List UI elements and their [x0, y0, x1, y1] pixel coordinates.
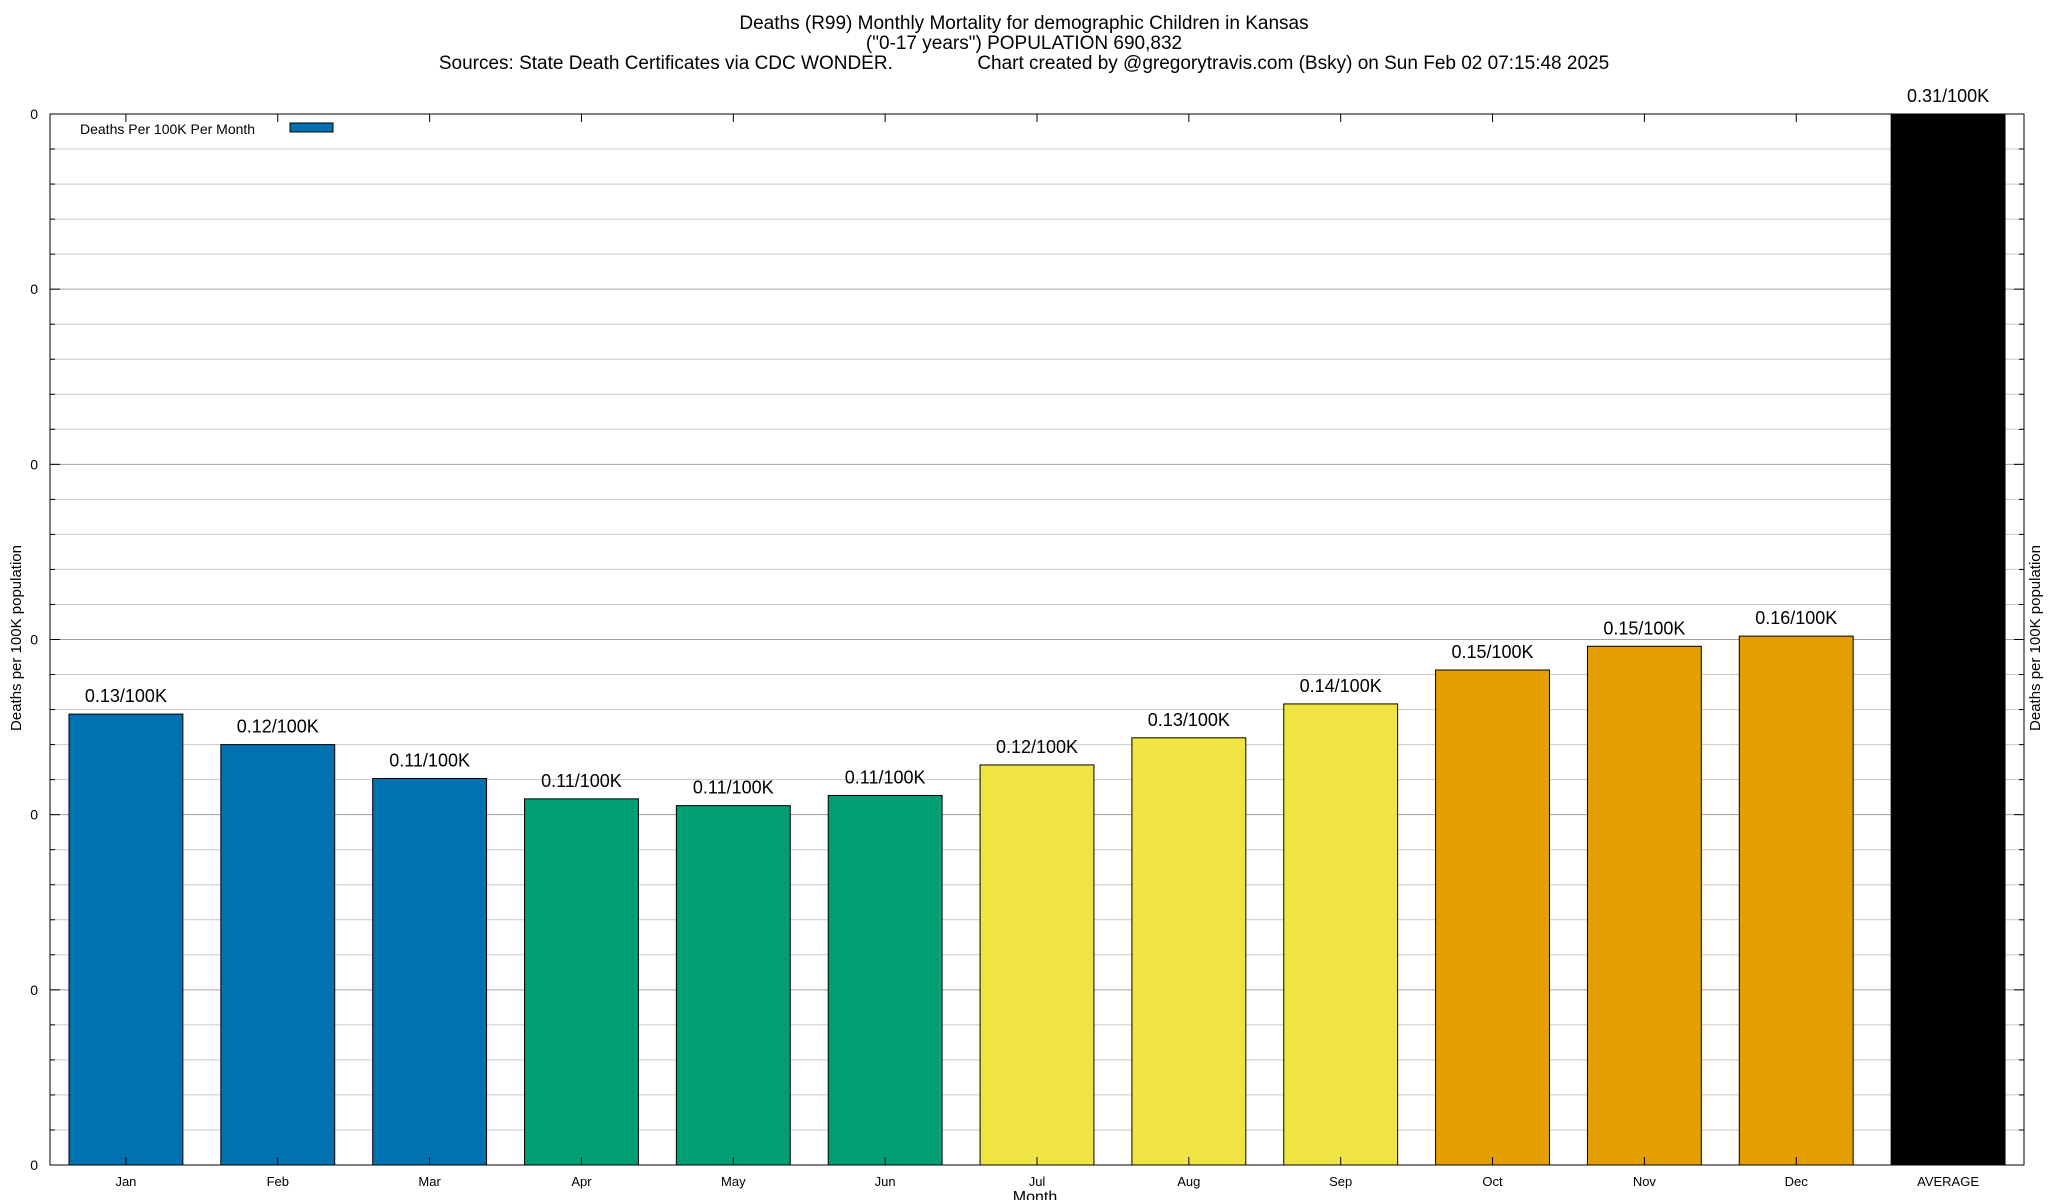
bar-average	[1890, 113, 2006, 1166]
y-tick-label: 0	[30, 1157, 38, 1173]
bars-layer	[68, 113, 2006, 1166]
plot-border	[49, 113, 2025, 1166]
legend-swatch	[289, 122, 334, 133]
x-tick-label: Sep	[1329, 1174, 1352, 1189]
y-tick-label: 0	[30, 456, 38, 472]
data-label: 0.16/100K	[1755, 608, 1837, 628]
legend: Deaths Per 100K Per Month	[80, 121, 334, 137]
bar-sep	[1283, 703, 1399, 1166]
bar-aug	[1131, 737, 1247, 1166]
y-tick-label: 0	[30, 807, 38, 823]
bar-jan	[68, 713, 184, 1166]
bar-mar	[372, 778, 488, 1166]
chart-title-line-1: Deaths (R99) Monthly Mortality for demog…	[739, 13, 1309, 34]
data-label: 0.11/100K	[693, 778, 774, 798]
x-tick-label: May	[721, 1174, 746, 1189]
x-tick-label: Jan	[115, 1174, 136, 1189]
y-axis-label-right: Deaths per 100K population	[2027, 545, 2044, 731]
data-label: 0.11/100K	[845, 767, 926, 787]
data-label: 0.14/100K	[1300, 676, 1382, 696]
x-tick-label: Apr	[571, 1174, 592, 1189]
x-tick-label: Oct	[1482, 1174, 1503, 1189]
data-label: 0.11/100K	[389, 751, 470, 771]
x-tick-label: Mar	[418, 1174, 441, 1189]
bar-jun	[827, 794, 943, 1166]
bar-may	[675, 805, 791, 1166]
bar-nov	[1586, 645, 1702, 1166]
data-label: 0.13/100K	[1148, 710, 1230, 730]
y-tick-label: 0	[30, 982, 38, 998]
axes-layer: 0 0 0 0 0 0 0 Jan Feb Mar Apr May Jun Jul Aug Sep Oct Nov…	[30, 106, 2025, 1189]
data-label: 0.11/100K	[541, 771, 622, 791]
labels-layer: 0.13/100K 0.12/100K 0.11/100K 0.11/100K 0.11…	[85, 86, 1989, 798]
chart-title-line-3: Sources: State Death Certificates via CD…	[438, 53, 1610, 74]
data-label: 0.15/100K	[1603, 618, 1685, 638]
data-label: 0.31/100K	[1907, 86, 1989, 106]
bar-feb	[220, 744, 336, 1166]
legend-label: Deaths Per 100K Per Month	[80, 121, 255, 137]
bar-jul	[979, 764, 1095, 1166]
chart-title-line-2: ("0-17 years") POPULATION 690,832	[865, 33, 1183, 54]
x-tick-label: Nov	[1633, 1174, 1657, 1189]
data-label: 0.15/100K	[1451, 642, 1533, 662]
x-tick-label: Jul	[1029, 1174, 1046, 1189]
x-tick-label: AVERAGE	[1917, 1174, 1979, 1189]
y-tick-label: 0	[30, 632, 38, 648]
x-tick-label: Jun	[875, 1174, 896, 1189]
y-tick-label: 0	[30, 106, 38, 122]
x-tick-label: Feb	[267, 1174, 289, 1189]
data-label: 0.12/100K	[996, 737, 1078, 757]
x-tick-label: Aug	[1177, 1174, 1200, 1189]
x-axis-label: Month	[1013, 1189, 1057, 1200]
x-tick-label: Dec	[1785, 1174, 1809, 1189]
bar-dec	[1738, 635, 1854, 1166]
data-label: 0.13/100K	[85, 686, 167, 706]
y-tick-label: 0	[30, 281, 38, 297]
data-label: 0.12/100K	[237, 717, 319, 737]
bar-apr	[524, 798, 639, 1166]
bar-oct	[1435, 669, 1550, 1166]
y-axis-label-left: Deaths per 100K population	[8, 545, 25, 731]
